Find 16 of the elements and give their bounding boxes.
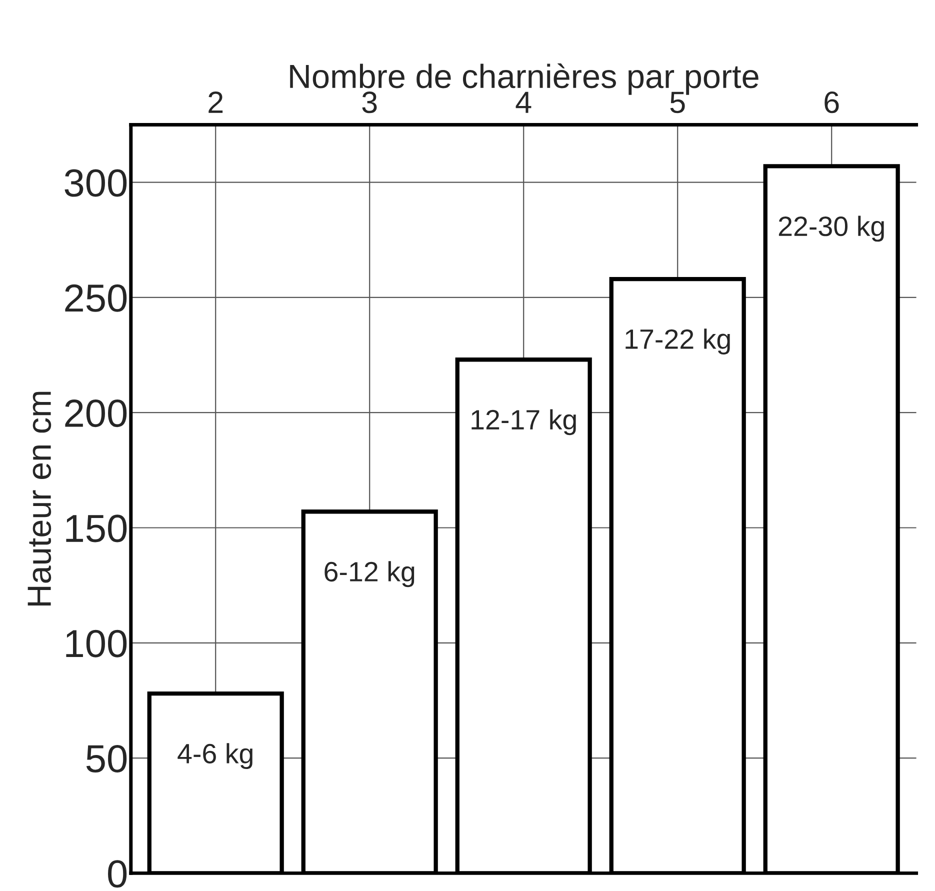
y-tick-label: 300: [64, 169, 127, 197]
y-tick-label: 50: [86, 744, 127, 773]
annotation: 17-22 kg: [626, 328, 730, 354]
x-tick-label: 6: [824, 92, 839, 114]
annotation: 4-6 kg: [178, 743, 252, 769]
y-tick-label: 200: [65, 400, 127, 428]
y-tick-label: 150: [66, 514, 127, 542]
y-axis-title: Hauteur en cm: [28, 392, 52, 606]
x-tick-label: 4: [516, 92, 532, 113]
y-tick-label: 100: [66, 630, 127, 658]
y-tick-label: 250: [65, 284, 127, 312]
annotation: 6-12 kg: [324, 561, 414, 588]
x-tick-label: 2: [208, 92, 223, 113]
annotation: 12-17 kg: [472, 409, 576, 436]
y-tick-label: 0: [108, 860, 127, 888]
annotation: 22-30 kg: [778, 216, 884, 242]
